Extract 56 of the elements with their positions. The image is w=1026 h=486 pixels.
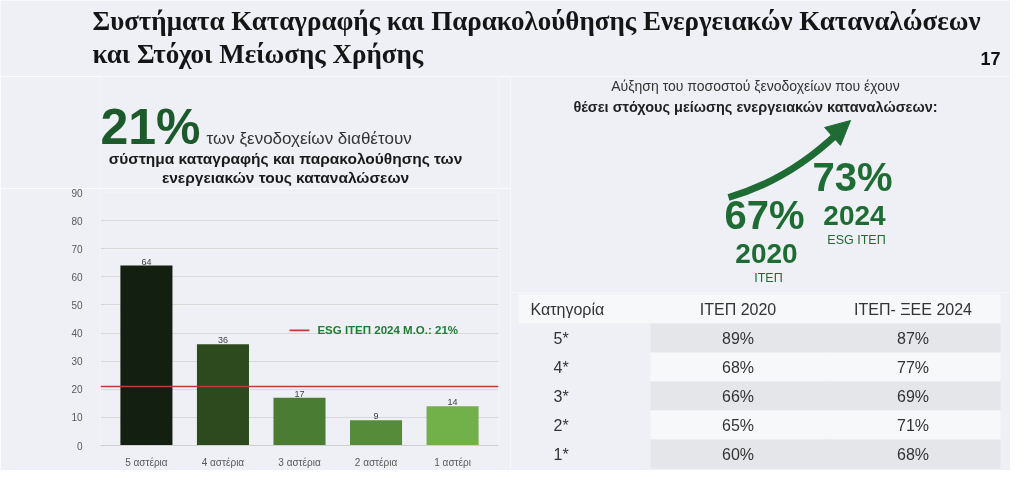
text: Αύξηση του ποσοστού ξενοδοχείων που έχουν (611, 77, 900, 94)
y-tick-label: 30 (71, 356, 83, 368)
category-label: 2024 (823, 200, 887, 232)
data-label: 67% (724, 192, 805, 237)
text: 17 (980, 48, 1001, 69)
y-tick-label: 80 (71, 215, 83, 227)
data-label: 60% (721, 445, 755, 463)
data-label: 14 (447, 397, 458, 408)
y-axis-title: Κατηγορία (530, 300, 605, 318)
text: ΙΤΕΠ (754, 271, 783, 286)
bar (350, 420, 403, 446)
data-label: 68% (721, 358, 755, 376)
x-tick-label: ΙΤΕΠ- ΞΕΕ 2024 (854, 300, 973, 318)
bar (196, 344, 249, 446)
y-tick-label: 90 (71, 187, 83, 199)
x-tick-label: 5 αστέρια (125, 456, 168, 468)
text: Συστήματα Καταγραφής και Παρακολούθησης Ενεργειακών Καταναλώσεων και Στόχοι Μείωσης Χρήσης (92, 6, 981, 70)
y-tick-label: 70 (71, 243, 83, 255)
x-tick-label: 1 αστέρι (434, 456, 471, 468)
data-label: 87% (896, 329, 930, 347)
data-label: 17 (294, 388, 305, 399)
y-tick-label: 2* (553, 416, 569, 434)
data-label: 68% (896, 445, 930, 463)
data-label: 64 (141, 256, 152, 267)
x-tick-label: 2 αστέρια (354, 456, 398, 468)
text: ESG ΙΤΕΠ (827, 233, 886, 248)
bar (426, 406, 479, 446)
x-tick-label: 4 αστέρια (201, 456, 245, 468)
y-tick-label: 5* (553, 329, 569, 347)
text: θέσει στόχους μείωσης ενεργειακών καταναλώσεων: (573, 99, 938, 116)
bar (273, 397, 326, 446)
data-label: 77% (896, 358, 930, 376)
y-tick-label: 1* (553, 445, 569, 463)
chart-subtitle: των ξενοδοχείων διαθέτουν (206, 129, 412, 149)
bar (120, 265, 173, 446)
y-tick-label: 3* (553, 387, 569, 405)
data-label: 65% (721, 416, 755, 434)
data-label: 36 (217, 335, 228, 346)
category-label: 2020 (735, 238, 798, 270)
y-tick-label: 40 (71, 328, 83, 340)
y-tick-label: 4* (553, 358, 569, 376)
y-tick-label: 20 (71, 384, 83, 396)
data-label: 9 (373, 411, 379, 422)
y-tick-label: 60 (71, 271, 83, 283)
data-label: 89% (721, 329, 755, 347)
data-label: 66% (721, 387, 755, 405)
data-label: 69% (896, 387, 930, 405)
legend-label: ESG ΙΤΕΠ 2024 Μ.Ο.: 21% (317, 324, 459, 337)
x-tick-label: ΙΤΕΠ 2020 (699, 300, 777, 318)
data-label: 71% (896, 416, 930, 434)
data-label: 73% (812, 154, 893, 199)
x-tick-label: 3 αστέρια (278, 456, 321, 468)
y-tick-label: 10 (71, 412, 83, 424)
y-tick-label: 50 (71, 299, 83, 311)
text: σύστημα καταγραφής και παρακολούθησης των ενεργειακών τους καταναλώσεων (108, 149, 463, 186)
y-tick-label: 0 (76, 440, 83, 452)
